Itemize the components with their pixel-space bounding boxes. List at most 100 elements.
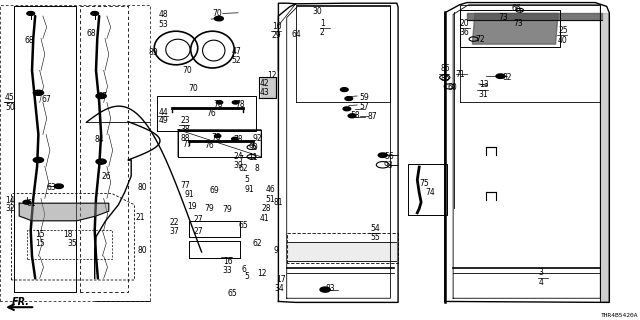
Text: 18: 18	[63, 230, 72, 239]
Text: 68: 68	[86, 29, 96, 38]
Text: 79: 79	[205, 204, 214, 212]
Text: 20: 20	[460, 19, 469, 28]
Text: 58: 58	[351, 111, 360, 120]
Text: 33: 33	[223, 266, 232, 275]
Text: 71: 71	[456, 70, 465, 79]
Text: 73: 73	[513, 19, 523, 28]
Text: 27: 27	[193, 227, 203, 236]
Text: 30: 30	[312, 7, 322, 16]
Text: 57: 57	[360, 102, 369, 111]
Polygon shape	[600, 13, 609, 301]
Text: 15: 15	[35, 239, 45, 248]
Text: 87: 87	[368, 112, 378, 121]
Text: 53: 53	[159, 20, 168, 28]
Text: 76: 76	[205, 141, 214, 150]
Polygon shape	[19, 203, 109, 221]
Text: 6: 6	[242, 265, 247, 274]
Circle shape	[96, 93, 106, 99]
Text: 27: 27	[193, 215, 203, 224]
Text: 78: 78	[236, 100, 245, 109]
Text: 16: 16	[223, 257, 232, 266]
Circle shape	[343, 107, 351, 111]
Circle shape	[33, 90, 44, 95]
Text: 29: 29	[272, 31, 282, 40]
Text: 66: 66	[512, 4, 522, 13]
Text: 61: 61	[27, 199, 36, 208]
Text: 39: 39	[234, 161, 243, 170]
Circle shape	[27, 12, 35, 15]
Text: 67: 67	[97, 92, 107, 100]
Text: 77: 77	[182, 140, 192, 149]
Circle shape	[91, 12, 99, 15]
Text: 75: 75	[419, 179, 429, 188]
Text: 89: 89	[148, 48, 158, 57]
Text: 76: 76	[206, 109, 216, 118]
Text: 81: 81	[274, 198, 284, 207]
Text: 90: 90	[248, 143, 258, 152]
Text: 35: 35	[67, 239, 77, 248]
Text: THR4B5420A: THR4B5420A	[601, 313, 639, 318]
Text: 34: 34	[274, 284, 284, 293]
Text: 26: 26	[101, 172, 111, 180]
Text: 1: 1	[320, 19, 324, 28]
Text: 42: 42	[259, 79, 269, 88]
Polygon shape	[472, 13, 558, 44]
Text: 52: 52	[232, 56, 241, 65]
Text: 31: 31	[479, 90, 488, 99]
Text: 46: 46	[266, 185, 275, 194]
Circle shape	[378, 153, 387, 157]
Text: 67: 67	[42, 95, 51, 104]
Text: 22: 22	[170, 218, 179, 227]
Text: 65: 65	[238, 221, 248, 230]
Text: 54: 54	[370, 224, 380, 233]
Text: 63: 63	[46, 183, 56, 192]
Circle shape	[496, 74, 505, 78]
Text: 62: 62	[238, 164, 248, 173]
Text: 74: 74	[426, 188, 435, 197]
Text: 15: 15	[35, 230, 45, 239]
Circle shape	[96, 159, 106, 164]
Text: 28: 28	[261, 204, 271, 213]
Text: 3: 3	[539, 268, 544, 277]
Text: 37: 37	[170, 227, 179, 236]
Polygon shape	[467, 13, 602, 20]
Circle shape	[216, 101, 223, 104]
Text: 43: 43	[259, 88, 269, 97]
Text: 7: 7	[238, 155, 243, 164]
Circle shape	[340, 88, 348, 92]
Text: 55: 55	[370, 233, 380, 242]
Text: 82: 82	[502, 73, 512, 82]
Text: 78: 78	[234, 135, 243, 144]
Polygon shape	[288, 242, 396, 261]
Text: 70: 70	[189, 84, 198, 93]
Text: 13: 13	[479, 80, 488, 89]
Text: 59: 59	[360, 93, 369, 102]
Text: 91: 91	[184, 190, 194, 199]
Text: 79: 79	[223, 205, 232, 214]
Circle shape	[348, 114, 356, 118]
Text: 4: 4	[539, 278, 544, 287]
Circle shape	[214, 16, 223, 21]
Text: 78: 78	[211, 133, 221, 142]
Circle shape	[33, 157, 44, 163]
Text: 8: 8	[255, 164, 259, 173]
Text: 19: 19	[187, 202, 196, 211]
Text: 88: 88	[180, 134, 190, 143]
Text: 69: 69	[210, 186, 220, 195]
Text: 72: 72	[475, 35, 484, 44]
Text: 60: 60	[448, 83, 458, 92]
Text: 21: 21	[136, 213, 145, 222]
Text: 70: 70	[212, 9, 222, 18]
Polygon shape	[261, 78, 275, 97]
Text: 17: 17	[276, 275, 286, 284]
Text: 51: 51	[266, 195, 275, 204]
Text: 91: 91	[244, 185, 254, 194]
Text: 85: 85	[440, 74, 450, 83]
Text: 2: 2	[320, 28, 324, 36]
Text: 78: 78	[213, 100, 223, 109]
Text: 24: 24	[234, 152, 243, 161]
Circle shape	[214, 134, 221, 138]
Circle shape	[232, 137, 238, 140]
Text: 68: 68	[24, 36, 34, 44]
Text: 12: 12	[257, 269, 267, 278]
